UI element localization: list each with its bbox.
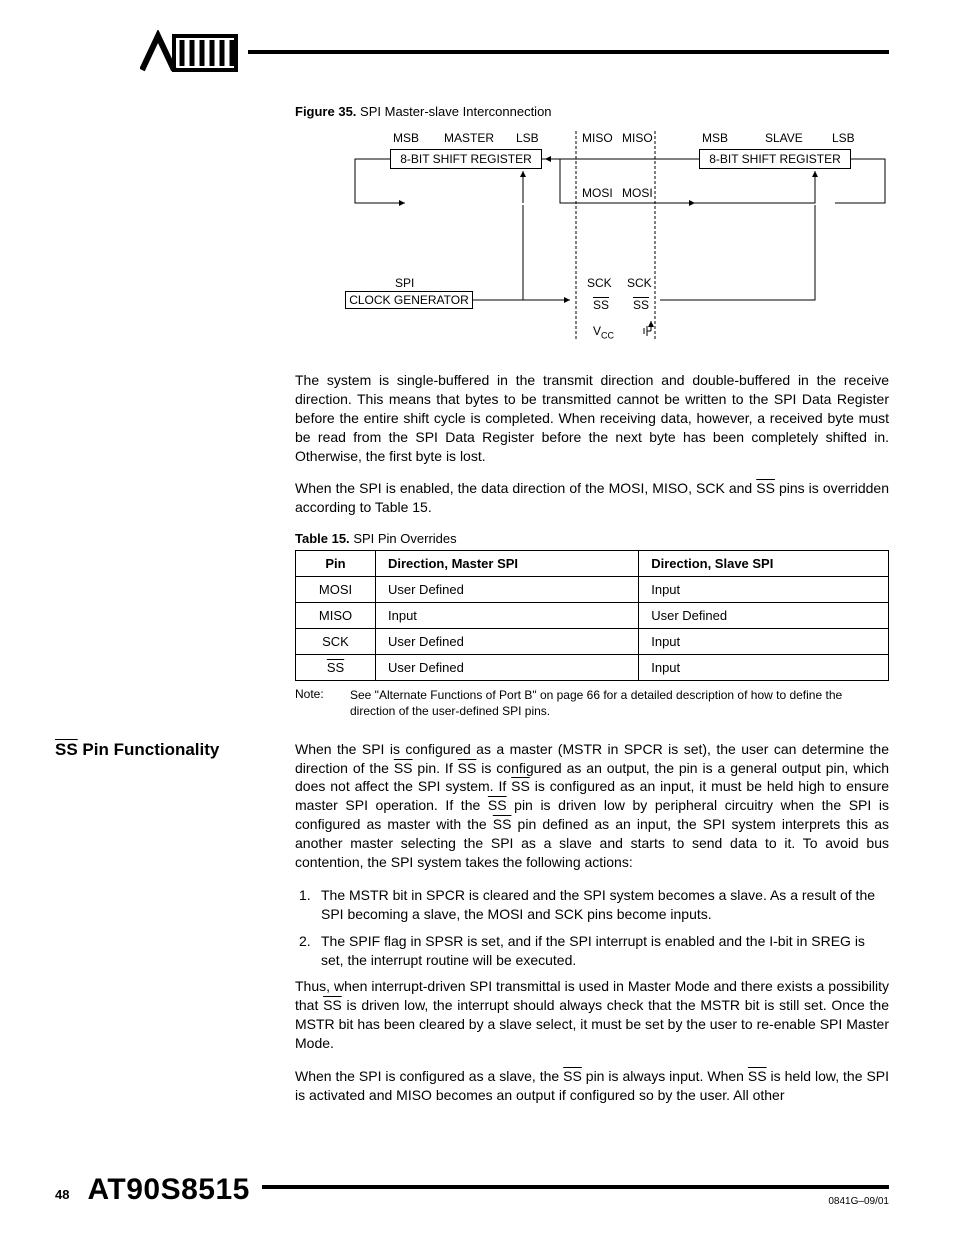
table-label: Table 15.	[295, 531, 350, 546]
list-item-1: 1. The MSTR bit in SPCR is cleared and t…	[295, 886, 889, 924]
doc-id: 0841G–09/01	[828, 1196, 889, 1207]
page-number: 48	[55, 1187, 69, 1202]
pin-override-table: Pin Direction, Master SPI Direction, Sla…	[295, 550, 889, 681]
page-footer: 48 AT90S8515	[55, 1173, 889, 1207]
th-pin: Pin	[296, 551, 376, 577]
table-row: SCK User Defined Input	[296, 629, 889, 655]
table-header-row: Pin Direction, Master SPI Direction, Sla…	[296, 551, 889, 577]
section-heading: SS Pin Functionality	[55, 740, 295, 1105]
table-row: MISO Input User Defined	[296, 603, 889, 629]
note-label: Note:	[295, 687, 350, 719]
ss-functionality-section: SS Pin Functionality When the SPI is con…	[55, 740, 889, 1105]
paragraph-buffer: The system is single-buffered in the tra…	[295, 371, 889, 465]
footer-rule	[262, 1185, 889, 1189]
figure-label: Figure 35.	[295, 104, 356, 119]
table-row: SS User Defined Input	[296, 655, 889, 681]
atmel-logo	[140, 30, 240, 74]
spi-diagram: MSB MASTER LSB 8-BIT SHIFT REGISTER MSB …	[295, 131, 889, 371]
diagram-wires	[295, 131, 890, 361]
section-para-1: When the SPI is configured as a master (…	[295, 740, 889, 872]
table-row: MOSI User Defined Input	[296, 577, 889, 603]
logo-bar	[140, 30, 889, 74]
header-rule	[248, 50, 889, 54]
th-master: Direction, Master SPI	[376, 551, 639, 577]
table-caption: Table 15. SPI Pin Overrides	[295, 531, 889, 546]
table-title: SPI Pin Overrides	[353, 531, 456, 546]
chip-name: AT90S8515	[87, 1173, 249, 1207]
section-para-2: Thus, when interrupt-driven SPI transmit…	[295, 977, 889, 1053]
th-slave: Direction, Slave SPI	[639, 551, 889, 577]
paragraph-override: When the SPI is enabled, the data direct…	[295, 479, 889, 517]
list-item-2: 2. The SPIF flag in SPSR is set, and if …	[295, 932, 889, 970]
section-para-3: When the SPI is configured as a slave, t…	[295, 1067, 889, 1105]
figure-title: SPI Master-slave Interconnection	[360, 104, 551, 119]
note-text: See "Alternate Functions of Port B" on p…	[350, 687, 889, 719]
figure-caption: Figure 35. SPI Master-slave Interconnect…	[295, 104, 889, 119]
table-note: Note: See "Alternate Functions of Port B…	[295, 687, 889, 719]
